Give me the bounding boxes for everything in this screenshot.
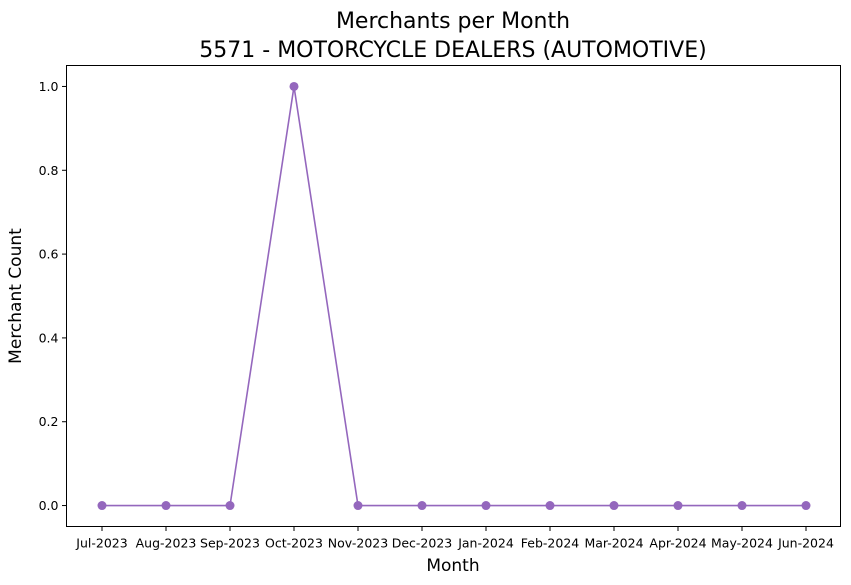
x-tick-label: May-2024: [711, 536, 773, 551]
y-tick-label: 0.4: [39, 330, 59, 345]
x-tick-label: Nov-2023: [328, 536, 388, 551]
data-point: [481, 501, 491, 511]
x-tick-label: Dec-2023: [392, 536, 453, 551]
series-layer: [97, 81, 811, 511]
y-tick-label: 0.0: [39, 498, 59, 513]
x-tick-label: Jan-2024: [457, 536, 514, 551]
data-point: [545, 501, 555, 511]
y-tick-label: 1.0: [39, 79, 59, 94]
data-point: [801, 501, 811, 511]
data-point: [161, 501, 171, 511]
y-tick-label: 0.2: [39, 414, 59, 429]
data-point: [737, 501, 747, 511]
x-axis-label: Month: [426, 556, 479, 576]
plot-area-frame: [66, 65, 841, 527]
y-tick-label: 0.8: [39, 163, 59, 178]
data-point: [673, 501, 683, 511]
series-line: [102, 85, 806, 507]
x-tick-label: Oct-2023: [265, 536, 323, 551]
x-tick-label: Jun-2024: [777, 536, 834, 551]
y-axis: 0.0 0.2 0.4 0.6 0.8 1.0: [39, 79, 67, 513]
y-axis-label: Merchant Count: [6, 228, 26, 364]
data-point: [97, 501, 107, 511]
data-point: [609, 501, 619, 511]
data-point: [289, 81, 299, 91]
x-tick-label: Mar-2024: [584, 536, 643, 551]
x-tick-label: Jul-2023: [75, 536, 127, 551]
x-axis: Jul-2023 Aug-2023 Sep-2023 Oct-2023 Nov-2023…: [75, 526, 834, 551]
x-tick-label: Sep-2023: [200, 536, 260, 551]
chart-subtitle: 5571 - MOTORCYCLE DEALERS (AUTOMOTIVE): [199, 38, 706, 63]
x-tick-label: Apr-2024: [649, 536, 706, 551]
data-point: [225, 501, 235, 511]
data-point: [353, 501, 363, 511]
y-tick-label: 0.6: [39, 247, 59, 262]
data-point: [417, 501, 427, 511]
chart-title: Merchants per Month: [336, 9, 570, 34]
x-tick-label: Aug-2023: [136, 536, 197, 551]
x-tick-label: Feb-2024: [521, 536, 580, 551]
